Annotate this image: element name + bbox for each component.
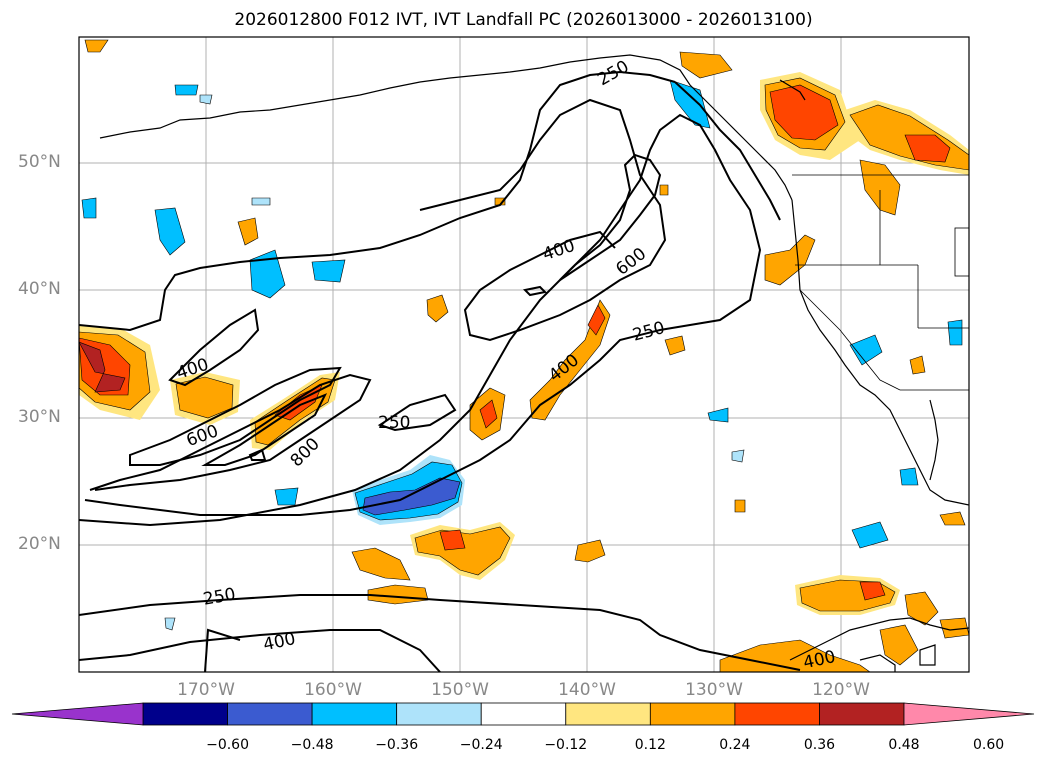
colorbar-tick-label: −0.36 [375, 737, 419, 753]
map-plot-area: 250 400 600 400 250 250 600 800 400 250 … [79, 37, 969, 672]
colorbar-min-extend [11, 702, 144, 726]
map-title: 2026012800 F012 IVT, IVT Landfall PC (20… [234, 10, 813, 30]
colorbar [11, 702, 1035, 726]
contour-label: 250 [378, 413, 410, 433]
lon-label-170w: 170°W [177, 680, 235, 700]
colorbar-segment [396, 702, 482, 726]
lon-label-150w: 150°W [431, 680, 489, 700]
pc-positive-patches [79, 39, 969, 672]
contour-label: 250 [630, 318, 667, 346]
colorbar-tick-label: 0.36 [803, 737, 836, 753]
colorbar-segment [649, 702, 736, 726]
colorbar-tick-label: −0.24 [459, 737, 503, 753]
ivt-contours [79, 70, 801, 672]
contour-label: 600 [612, 244, 650, 280]
contour-label: 250 [594, 57, 632, 91]
pc-negative-patches [81, 79, 963, 631]
colorbar-tick-label: −0.60 [206, 737, 249, 753]
colorbar-segment [142, 702, 228, 726]
colorbar-segment [819, 702, 905, 726]
coastlines [99, 54, 969, 672]
lon-label-140w: 140°W [558, 680, 616, 700]
colorbar-tick-label: −0.48 [290, 737, 334, 753]
contour-label: 800 [287, 434, 324, 471]
colorbar-segment [734, 702, 820, 726]
lat-label-30n: 30°N [18, 407, 61, 427]
lat-label-40n: 40°N [18, 279, 61, 299]
colorbar-max-extend [903, 702, 1035, 726]
lon-label-120w: 120°W [812, 680, 870, 700]
colorbar-segment [480, 702, 567, 726]
plot-frame [78, 36, 970, 673]
colorbar-tick-label: −0.12 [544, 737, 588, 753]
contour-label: 400 [262, 629, 298, 655]
colorbar-segment [227, 702, 313, 726]
contour-label: 250 [202, 584, 237, 609]
colorbar-tick-label: 0.60 [972, 737, 1005, 753]
lat-label-20n: 20°N [18, 534, 61, 554]
colorbar-tick-label: 0.48 [888, 737, 920, 753]
contour-label: 400 [540, 236, 577, 265]
colorbar-tick-label: 0.12 [634, 737, 666, 753]
colorbar-tick-label: 0.24 [719, 737, 751, 753]
lon-label-130w: 130°W [685, 680, 743, 700]
lon-label-160w: 160°W [304, 680, 362, 700]
colorbar-segments [142, 702, 905, 726]
political-borders [792, 174, 969, 391]
contour-label: 600 [184, 421, 221, 451]
colorbar-segment [311, 702, 398, 726]
lat-label-50n: 50°N [18, 152, 61, 172]
colorbar-segment [565, 702, 651, 726]
